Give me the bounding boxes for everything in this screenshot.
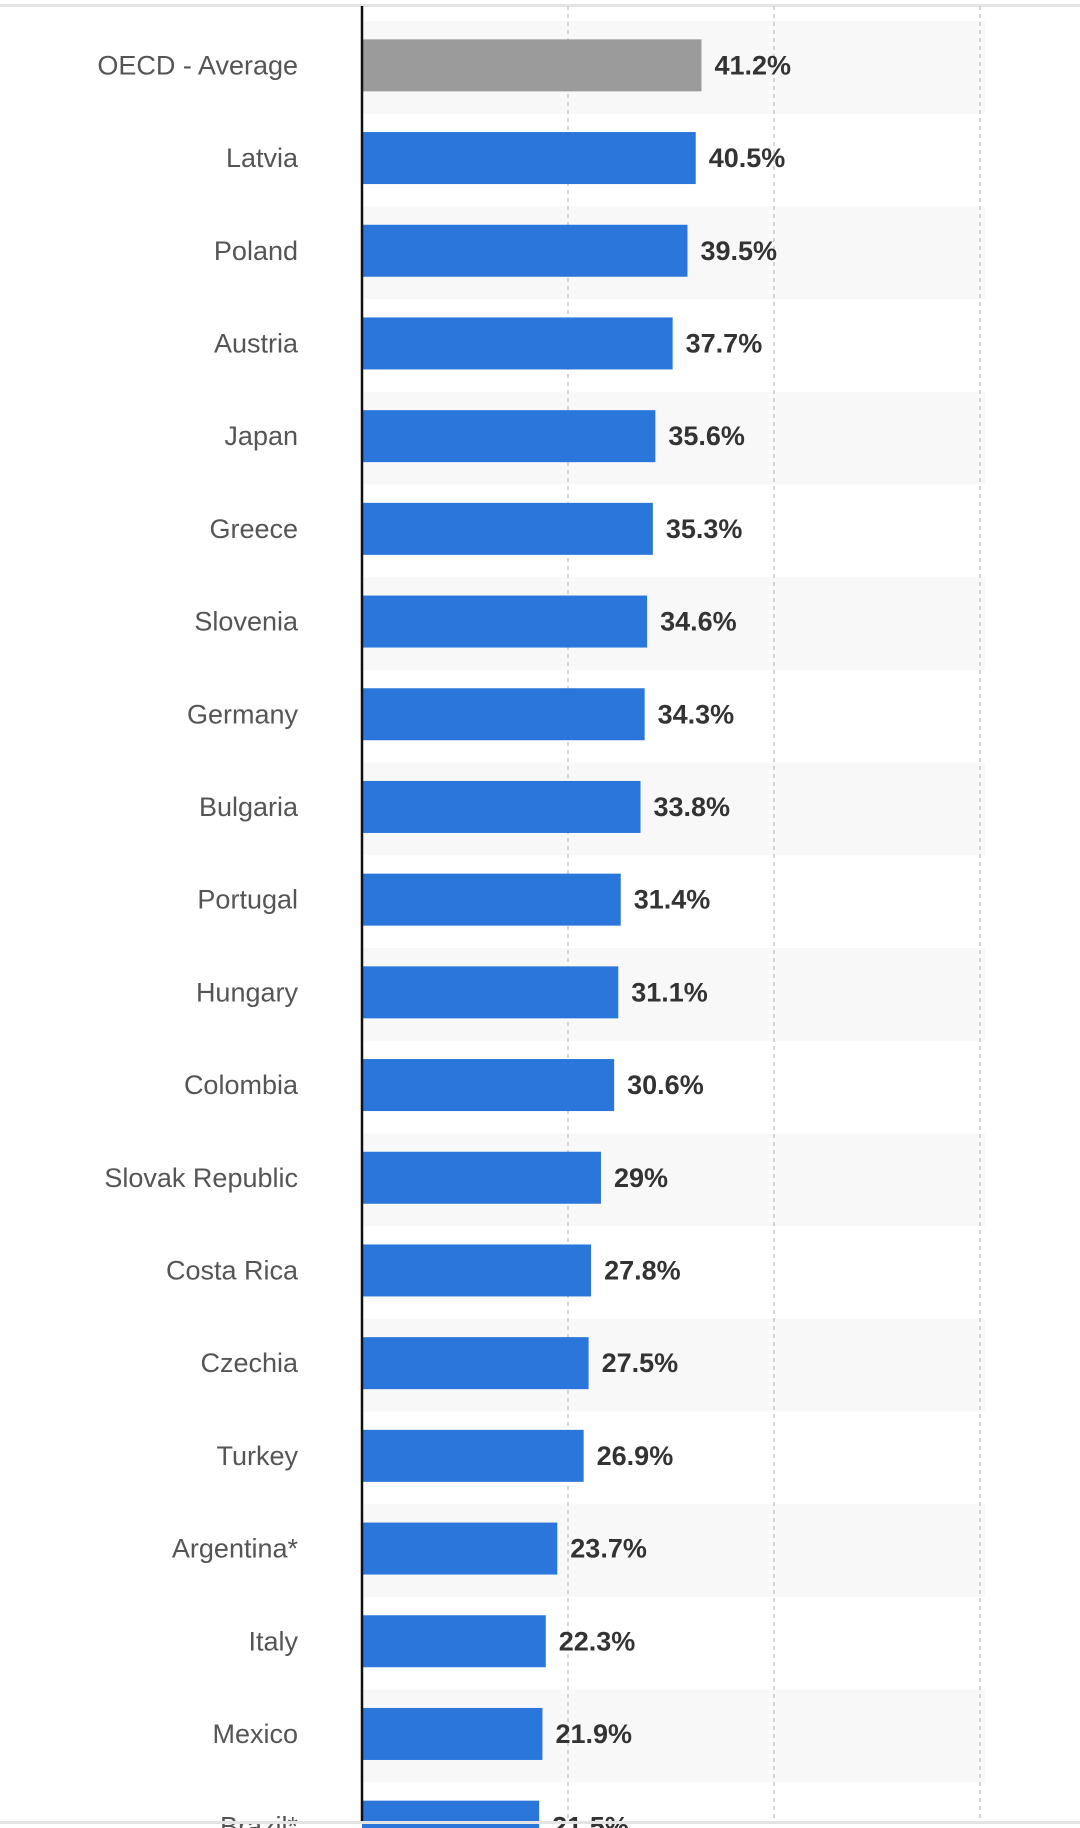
category-label: Hungary <box>196 977 299 1007</box>
bar <box>362 873 621 926</box>
category-label: Costa Rica <box>166 1255 299 1285</box>
bar <box>362 224 688 277</box>
bar <box>362 1522 558 1575</box>
value-label: 31.4% <box>634 885 711 915</box>
bar <box>362 410 656 463</box>
value-label: 27.5% <box>602 1348 679 1378</box>
top-border <box>0 4 1080 7</box>
value-label: 40.5% <box>709 143 786 173</box>
bar <box>362 966 619 1019</box>
bar <box>362 1151 601 1204</box>
category-label: Argentina* <box>172 1534 299 1564</box>
bar <box>362 1244 592 1297</box>
value-label: 21.9% <box>555 1719 632 1749</box>
value-label: 22.3% <box>559 1626 636 1656</box>
value-label: 31.1% <box>631 977 708 1007</box>
category-label: OECD - Average <box>97 50 298 80</box>
category-label: Latvia <box>226 143 299 173</box>
bar <box>362 39 702 92</box>
value-label: 30.6% <box>627 1070 704 1100</box>
bar <box>362 780 641 833</box>
value-label: 33.8% <box>654 792 731 822</box>
bar <box>362 595 648 648</box>
value-label: 37.7% <box>686 328 763 358</box>
category-label: Bulgaria <box>199 792 299 822</box>
bar <box>362 502 653 555</box>
category-label: Portugal <box>197 885 298 915</box>
bar <box>362 132 696 185</box>
value-label: 41.2% <box>714 50 791 80</box>
bottom-border <box>0 1821 1080 1824</box>
bar <box>362 1707 543 1760</box>
bar <box>362 317 673 370</box>
value-label: 21.5% <box>552 1812 629 1828</box>
category-label: Italy <box>248 1626 298 1656</box>
category-label: Slovak Republic <box>104 1163 298 1193</box>
value-label: 35.3% <box>666 514 743 544</box>
category-label: Poland <box>214 236 298 266</box>
bar <box>362 688 645 741</box>
category-label: Slovenia <box>194 607 299 637</box>
value-label: 26.9% <box>597 1441 674 1471</box>
category-label: Japan <box>224 421 298 451</box>
bar <box>362 1615 546 1668</box>
value-label: 27.8% <box>604 1255 681 1285</box>
value-label: 29% <box>614 1163 668 1193</box>
category-label: Czechia <box>200 1348 299 1378</box>
category-label: Austria <box>214 328 299 358</box>
bar <box>362 1059 615 1112</box>
value-label: 34.6% <box>660 607 737 637</box>
value-label: 34.3% <box>658 699 735 729</box>
category-label: Turkey <box>216 1441 298 1471</box>
bar <box>362 1429 584 1482</box>
category-label: Greece <box>209 514 298 544</box>
value-label: 23.7% <box>570 1534 647 1564</box>
bar <box>362 1337 589 1390</box>
category-label: Brazil* <box>220 1812 299 1828</box>
value-label: 39.5% <box>700 236 777 266</box>
category-label: Mexico <box>212 1719 298 1749</box>
value-label: 35.6% <box>668 421 745 451</box>
category-label: Colombia <box>184 1070 299 1100</box>
category-label: Germany <box>187 699 299 729</box>
